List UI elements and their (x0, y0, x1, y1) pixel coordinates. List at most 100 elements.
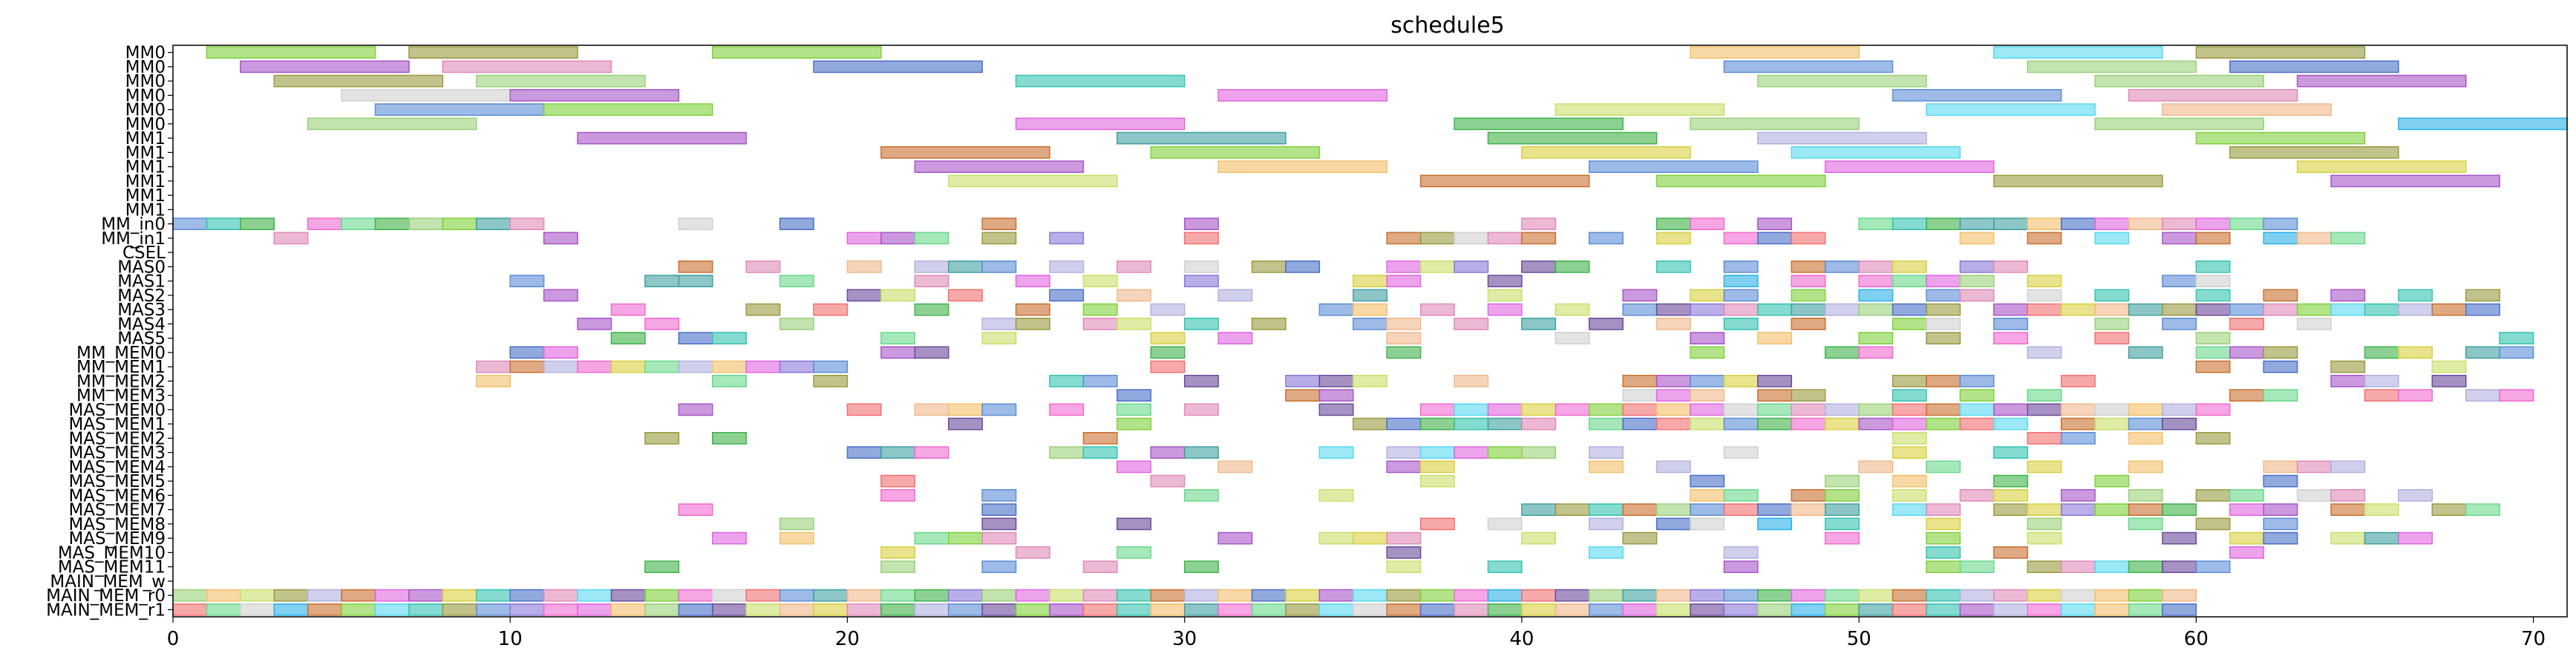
task-bar (1183, 232, 1219, 245)
task-bar (1555, 303, 1590, 316)
task-bar (307, 117, 477, 131)
task-bar (1926, 503, 1961, 516)
task-bar (1386, 531, 1422, 545)
task-bar (1791, 303, 1826, 316)
task-bar (1622, 503, 1658, 516)
task-bar (1285, 375, 1321, 387)
task-bar (2364, 375, 2399, 387)
task-bar (1183, 489, 1219, 502)
task-bar (1824, 503, 1860, 516)
task-bar (1049, 375, 1085, 387)
task-bar (1757, 332, 1793, 344)
task-bar (712, 360, 747, 373)
task-bar (240, 589, 275, 602)
task-bar (1150, 474, 1186, 488)
task-bar (2162, 531, 2197, 545)
task-bar (1386, 603, 1422, 616)
task-bar (1117, 403, 1152, 416)
task-bar (880, 232, 916, 245)
task-bar (2229, 546, 2264, 559)
task-bar (1959, 560, 1995, 573)
task-bar (341, 589, 376, 602)
task-bar (1049, 232, 1085, 245)
task-bar (2229, 60, 2399, 73)
task-bar (2094, 403, 2130, 416)
task-bar (2296, 232, 2332, 245)
x-tick-label: 0 (167, 628, 180, 650)
task-bar (1150, 146, 1321, 159)
task-bar (1049, 603, 1085, 616)
task-bar (2263, 346, 2298, 359)
task-bar (2027, 531, 2062, 545)
task-bar (914, 589, 949, 602)
task-bar (1386, 560, 1422, 573)
task-bar (1419, 417, 1455, 431)
task-bar (1419, 174, 1590, 188)
task-bar (1655, 174, 1826, 188)
task-bar (2263, 503, 2298, 516)
task-bar (1791, 318, 1826, 330)
task-bar (1419, 261, 1455, 273)
task-bar (779, 217, 814, 230)
y-tick-label: MM1 (125, 158, 166, 177)
task-bar (1858, 460, 1894, 474)
task-bar (1419, 517, 1455, 531)
task-bar (1117, 289, 1152, 302)
task-bar (172, 589, 208, 602)
task-bar (1521, 217, 1557, 230)
task-bar (1183, 446, 1219, 459)
y-tick-label: MM0 (125, 101, 166, 120)
task-bar (206, 603, 241, 616)
task-bar (1521, 261, 1557, 273)
task-bar (2195, 217, 2231, 230)
x-tick-label: 30 (1172, 628, 1197, 650)
task-bar (610, 360, 646, 373)
x-tick-label: 40 (1509, 628, 1534, 650)
task-bar (1487, 232, 1523, 245)
task-bar (1183, 318, 1219, 330)
task-bar (1959, 589, 1995, 602)
task-bar (374, 603, 410, 616)
y-tick-label: MM_MEM2 (76, 372, 166, 391)
task-bar (1959, 603, 1995, 616)
task-bar (779, 360, 814, 373)
task-bar (1588, 232, 1624, 245)
task-bar (341, 603, 376, 616)
task-bar (712, 332, 747, 344)
task-bar (509, 603, 545, 616)
task-bar (206, 217, 241, 230)
task-bar (273, 232, 309, 245)
task-bar (543, 360, 578, 373)
task-bar (1183, 403, 1219, 416)
task-bar (1353, 531, 1387, 545)
task-bar (678, 403, 713, 416)
y-tick-label: MM0 (125, 86, 166, 105)
task-bar (1521, 446, 1557, 459)
task-bar (2027, 560, 2062, 573)
task-bar (813, 303, 849, 316)
task-bar (2027, 389, 2062, 402)
task-bar (2263, 217, 2298, 230)
task-bar (2195, 261, 2231, 273)
task-bar (2330, 489, 2366, 502)
task-bar (1318, 589, 1354, 602)
task-bar (1555, 589, 1590, 602)
task-bar (1757, 375, 1793, 387)
task-bar (2195, 517, 2231, 531)
y-tick-label: MAS_MEM10 (58, 543, 166, 563)
task-bar (1386, 417, 1422, 431)
task-bar (2060, 489, 2096, 502)
task-bar (745, 303, 781, 316)
task-bar (2162, 303, 2197, 316)
task-bar (678, 275, 713, 287)
task-bar (476, 74, 646, 88)
task-bar (1723, 589, 1759, 602)
task-bar (813, 375, 849, 387)
chart-title: schedule5 (1390, 13, 1505, 39)
task-bar (1318, 403, 1354, 416)
task-bar (1217, 603, 1253, 616)
task-bar (1082, 275, 1118, 287)
task-bar (1454, 232, 1489, 245)
task-bar (1217, 332, 1253, 344)
task-bar (779, 603, 814, 616)
